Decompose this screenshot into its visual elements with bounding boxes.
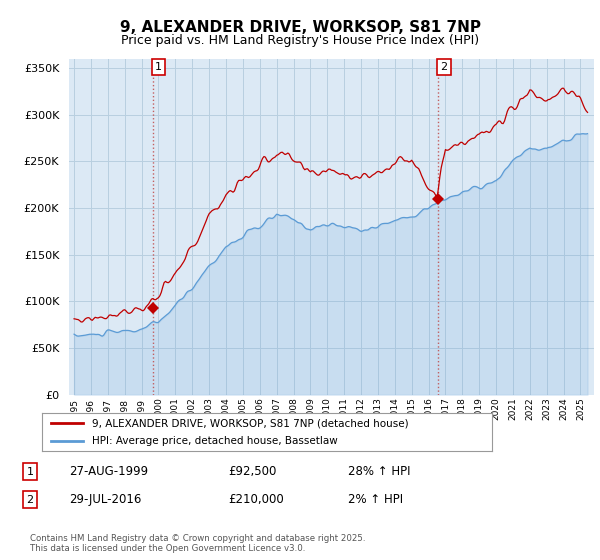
- Text: HPI: Average price, detached house, Bassetlaw: HPI: Average price, detached house, Bass…: [92, 436, 337, 446]
- Text: 2% ↑ HPI: 2% ↑ HPI: [348, 493, 403, 506]
- Text: 2: 2: [26, 494, 34, 505]
- Text: £92,500: £92,500: [228, 465, 277, 478]
- Text: £210,000: £210,000: [228, 493, 284, 506]
- Text: 2: 2: [440, 62, 448, 72]
- Text: 1: 1: [155, 62, 162, 72]
- Text: 9, ALEXANDER DRIVE, WORKSOP, S81 7NP (detached house): 9, ALEXANDER DRIVE, WORKSOP, S81 7NP (de…: [92, 418, 408, 428]
- Text: Price paid vs. HM Land Registry's House Price Index (HPI): Price paid vs. HM Land Registry's House …: [121, 34, 479, 46]
- Text: 28% ↑ HPI: 28% ↑ HPI: [348, 465, 410, 478]
- Text: 29-JUL-2016: 29-JUL-2016: [69, 493, 142, 506]
- Text: Contains HM Land Registry data © Crown copyright and database right 2025.
This d: Contains HM Land Registry data © Crown c…: [30, 534, 365, 553]
- Text: 1: 1: [26, 466, 34, 477]
- Text: 9, ALEXANDER DRIVE, WORKSOP, S81 7NP: 9, ALEXANDER DRIVE, WORKSOP, S81 7NP: [119, 20, 481, 35]
- Text: 27-AUG-1999: 27-AUG-1999: [69, 465, 148, 478]
